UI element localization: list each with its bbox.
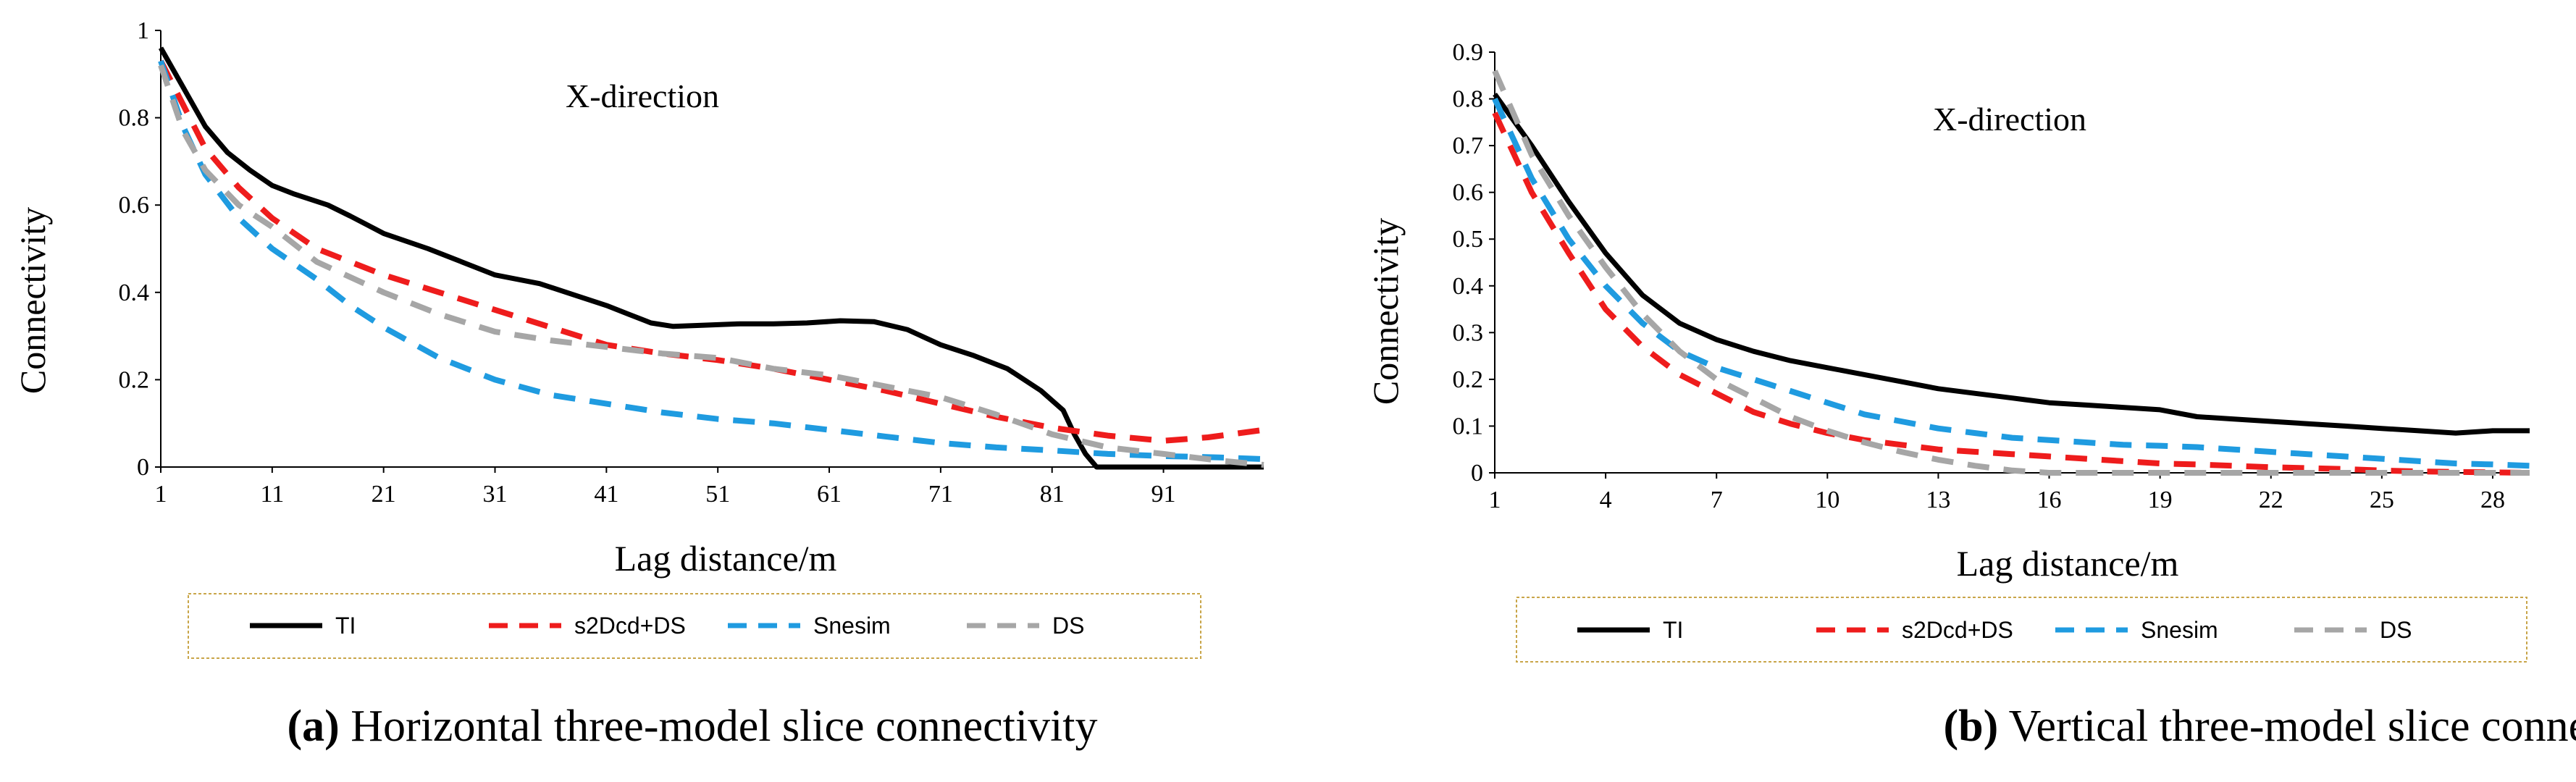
x-tick-label: 1 bbox=[1489, 487, 1501, 513]
x-tick-label: 91 bbox=[1151, 481, 1176, 508]
x-tick-label: 31 bbox=[483, 481, 508, 508]
chart-annotation: X-direction bbox=[566, 77, 719, 114]
series-line-ds bbox=[1492, 70, 2530, 476]
y-tick-label: 0.8 bbox=[1453, 86, 1484, 113]
figure-caption: (b) Vertical three-model slice connectiv… bbox=[1943, 702, 2576, 751]
y-tick-label: 0.4 bbox=[119, 279, 150, 306]
legend-box bbox=[188, 593, 1201, 659]
caption-text: Horizontal three-model slice connectivit… bbox=[340, 702, 1098, 751]
x-tick-label: 22 bbox=[2259, 487, 2283, 513]
legend-label-ti: TI bbox=[1663, 617, 1683, 643]
series-line-snesim bbox=[158, 59, 1264, 463]
legend-label-ti: TI bbox=[335, 613, 356, 639]
y-tick-label: 0.4 bbox=[1453, 273, 1484, 300]
y-tick-label: 0.7 bbox=[1453, 133, 1484, 159]
x-tick-label: 61 bbox=[817, 481, 842, 508]
x-tick-label: 11 bbox=[260, 481, 284, 508]
chart-panel-b: 0 0.1 0.2 0.3 0.4 0.5 0.6 0.7 0.8 0.9 1 4 7 10 13 16 19 2… bbox=[1365, 39, 2576, 751]
y-tick-label: 0.8 bbox=[119, 105, 150, 132]
x-tick-label: 4 bbox=[1600, 487, 1612, 513]
legend-label-s2dcd-ds: s2Dcd+DS bbox=[1902, 617, 2013, 643]
legend-label-ds: DS bbox=[1052, 613, 1084, 639]
chart-panel-a: 00.20.40.60.811 11 21 31 41 51 61 71 81 91 Connec… bbox=[12, 17, 1264, 751]
x-axis-label: Lag distance/m bbox=[615, 538, 837, 579]
y-tick-label: 0.6 bbox=[119, 192, 150, 219]
panel-letter: (a) bbox=[287, 702, 339, 751]
x-tick-label: 7 bbox=[1711, 487, 1723, 513]
panel-letter: (b) bbox=[1943, 702, 1998, 751]
x-tick-label: 13 bbox=[1926, 487, 1950, 513]
y-tick-label: 0.2 bbox=[1453, 366, 1484, 393]
legend-label-ds: DS bbox=[2380, 617, 2412, 643]
x-tick-label: 16 bbox=[2037, 487, 2062, 513]
x-tick-label: 28 bbox=[2480, 487, 2505, 513]
x-tick-label: 71 bbox=[928, 481, 953, 508]
series-line-snesim bbox=[1492, 97, 2530, 469]
x-tick-label: 41 bbox=[594, 481, 618, 508]
x-tick-label: 10 bbox=[1815, 487, 1839, 513]
x-tick-label: 1 bbox=[155, 481, 167, 508]
x-tick-label: 81 bbox=[1040, 481, 1065, 508]
x-tick-label: 21 bbox=[372, 481, 396, 508]
chart-annotation: X-direction bbox=[1933, 101, 2086, 138]
y-tick-label: 0.1 bbox=[1453, 413, 1484, 440]
y-tick-label: 0.9 bbox=[1453, 39, 1484, 66]
series-line-ti bbox=[158, 46, 1264, 470]
x-tick-label: 19 bbox=[2148, 487, 2173, 513]
series-line-ti bbox=[1493, 93, 2530, 436]
y-tick-label: 0.3 bbox=[1453, 319, 1484, 346]
series-line-ds bbox=[158, 64, 1264, 468]
legend-label-snesim: Snesim bbox=[2141, 617, 2218, 643]
x-tick-label: 25 bbox=[2370, 487, 2394, 513]
x-axis-label: Lag distance/m bbox=[1957, 543, 2179, 584]
figure-caption: (a) Horizontal three-model slice connect… bbox=[287, 702, 1097, 751]
legend-label-snesim: Snesim bbox=[813, 613, 891, 639]
y-axis-label: Connectivity bbox=[12, 207, 53, 394]
x-tick-label: 51 bbox=[705, 481, 730, 508]
series-line-s2dcd-ds bbox=[158, 59, 1264, 444]
y-tick-label: 0 bbox=[1471, 460, 1483, 487]
y-tick-label: 1 bbox=[137, 17, 149, 44]
caption-text: Vertical three-model slice connectivity bbox=[1998, 702, 2576, 751]
legend-label-s2dcd-ds: s2Dcd+DS bbox=[574, 613, 686, 639]
y-tick-label: 0.5 bbox=[1453, 226, 1484, 253]
y-tick-label: 0.2 bbox=[119, 366, 150, 393]
y-tick-label: 0 bbox=[137, 454, 149, 481]
y-axis-label: Connectivity bbox=[1365, 218, 1406, 405]
series-line-s2dcd-ds bbox=[1492, 112, 2530, 476]
y-tick-label: 0.6 bbox=[1453, 180, 1484, 206]
